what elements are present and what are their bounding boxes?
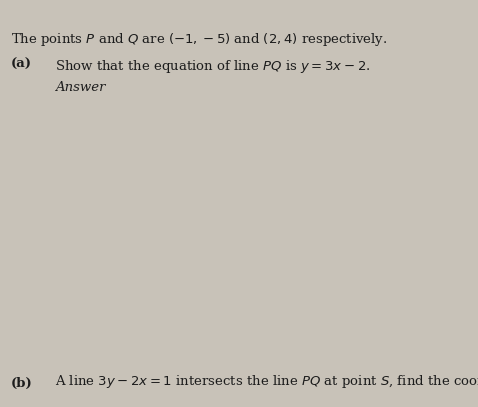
Text: Answer: Answer	[55, 81, 106, 94]
Text: A line $3y - 2x = 1$ intersects the line $PQ$ at point $S$, find the coordinates: A line $3y - 2x = 1$ intersects the line…	[55, 373, 478, 390]
Text: The points $P$ and $Q$ are $(-1, -5)$ and $(2, 4)$ respectively.: The points $P$ and $Q$ are $(-1, -5)$ an…	[11, 31, 387, 48]
Text: Show that the equation of line $PQ$ is $y = 3x - 2$.: Show that the equation of line $PQ$ is $…	[55, 58, 370, 75]
Text: (b): (b)	[11, 377, 33, 390]
Text: (a): (a)	[11, 58, 32, 71]
